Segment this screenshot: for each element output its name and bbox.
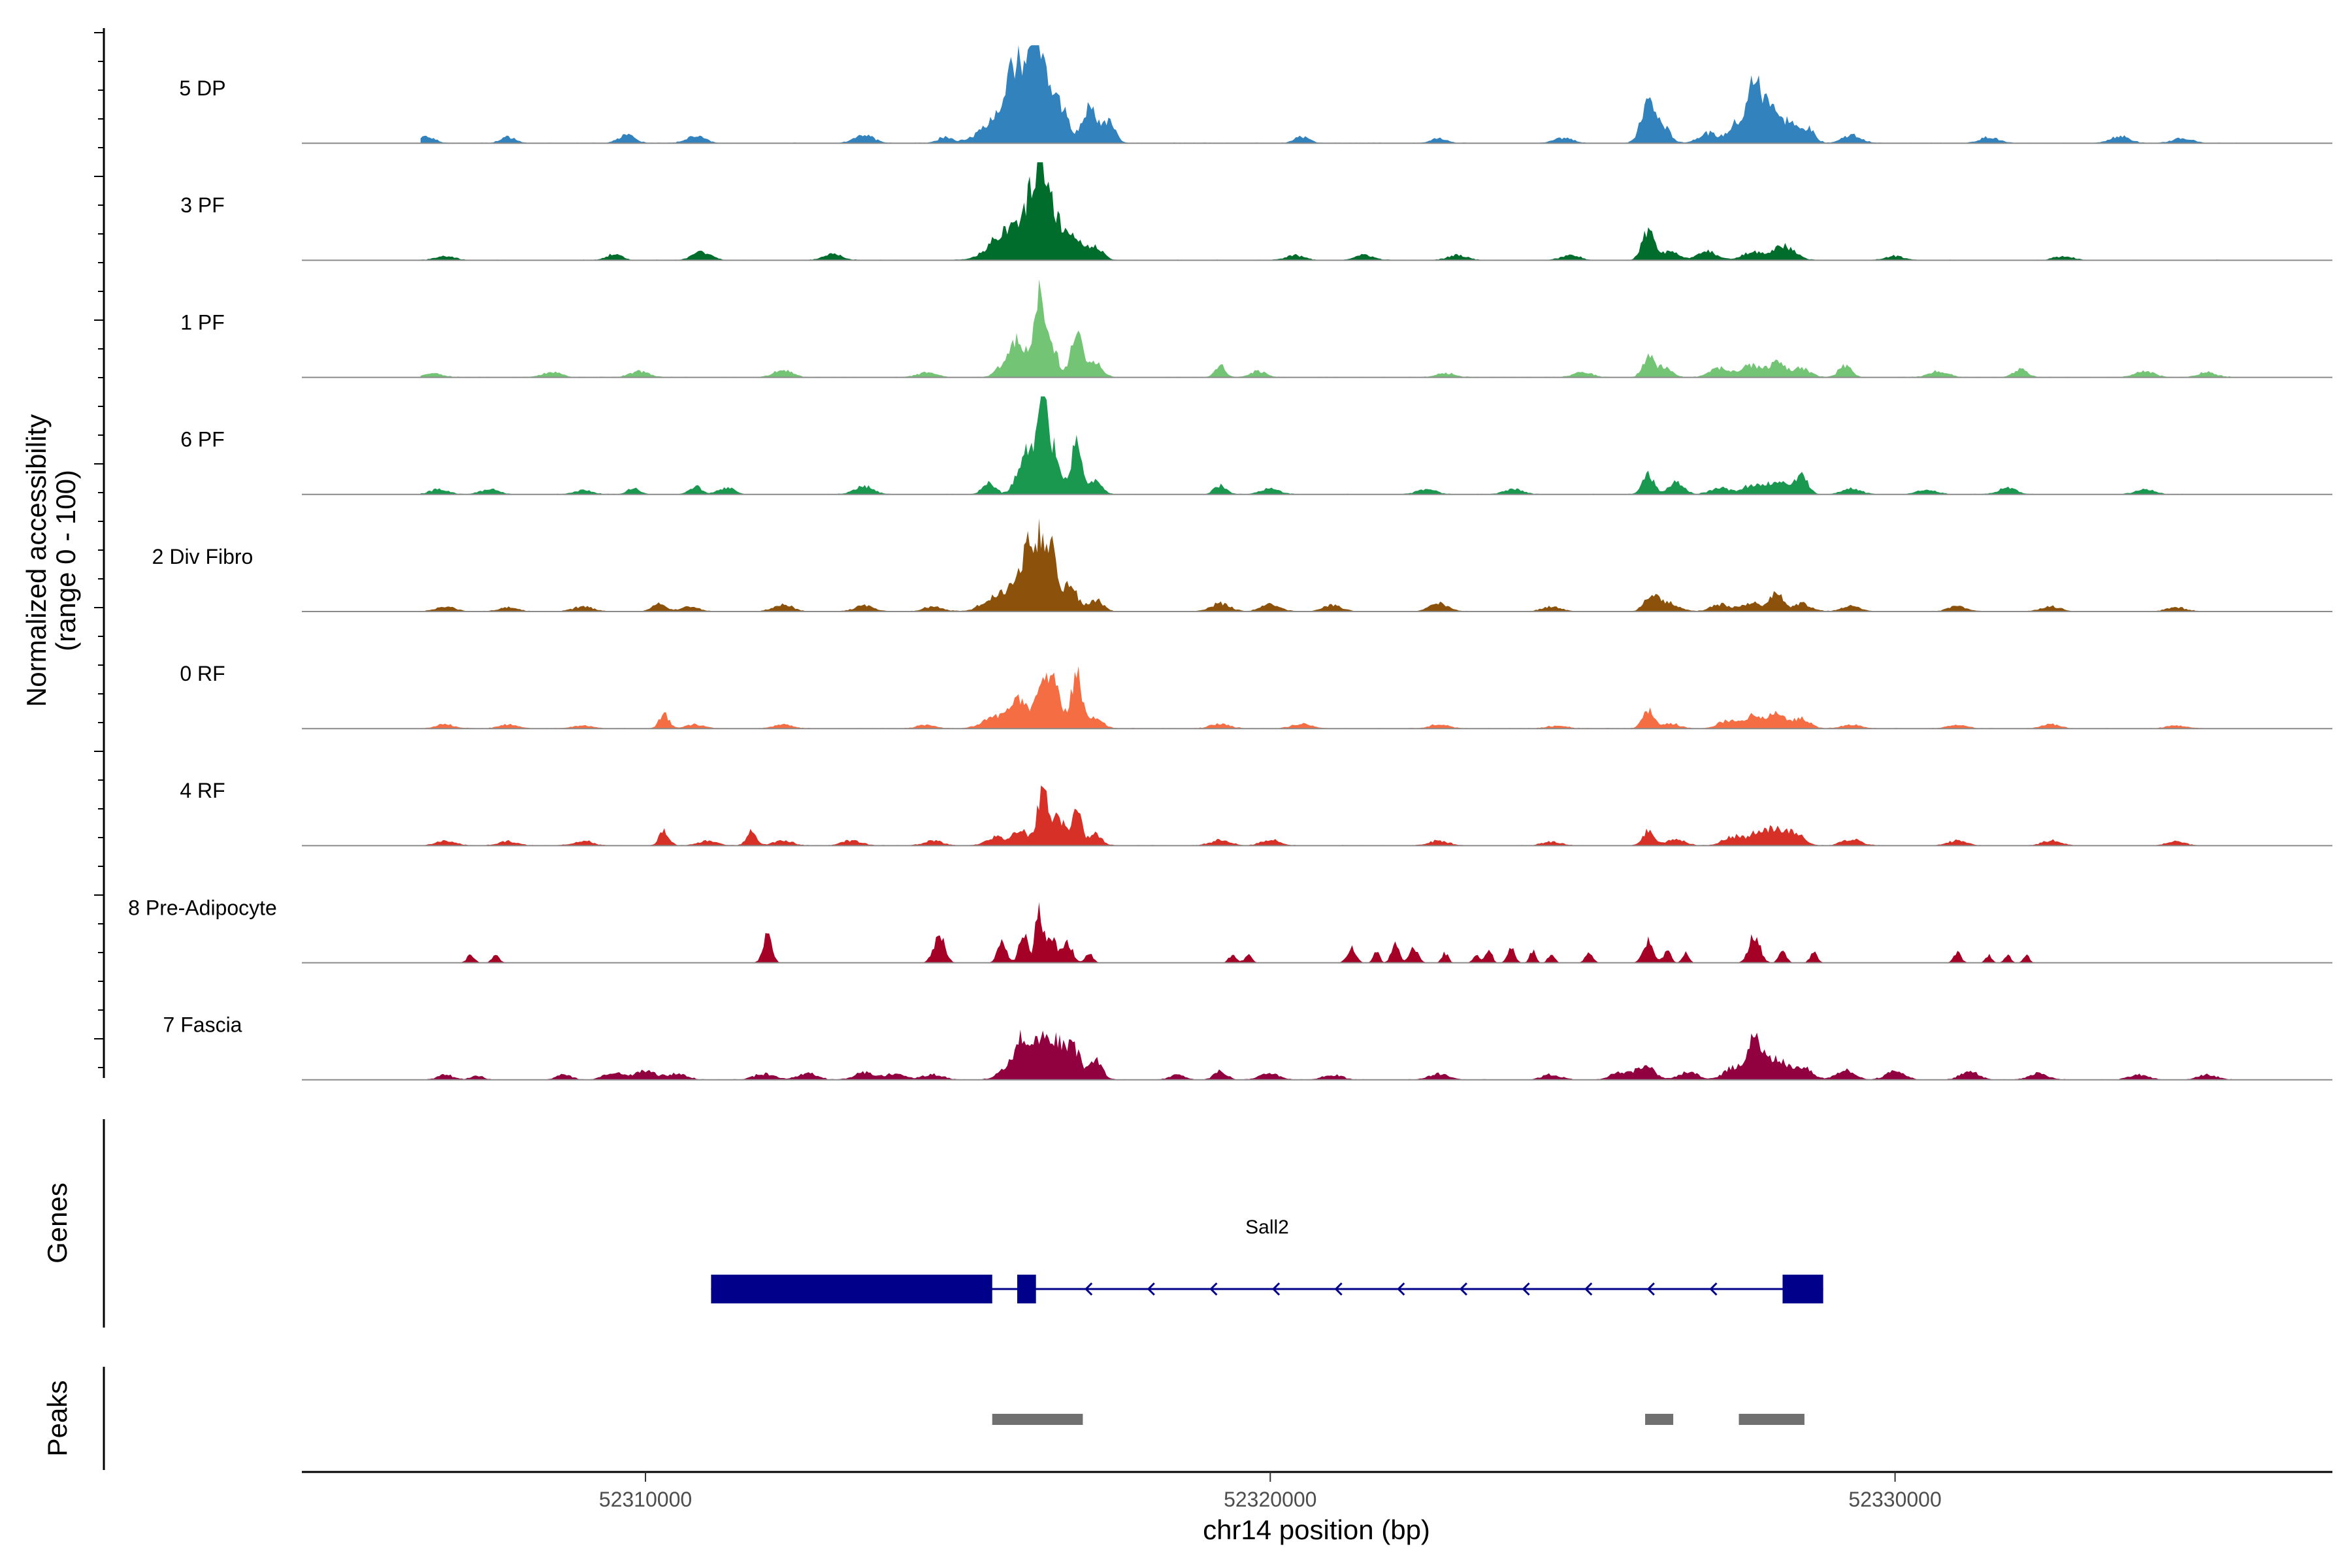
track-signal [420,785,2246,846]
x-axis-title: chr14 position (bp) [1203,1514,1430,1545]
x-tick-label: 52320000 [1224,1488,1316,1511]
track-3: 1 PF [180,279,2332,378]
peaks-track [992,1414,1805,1425]
x-axis-ticks: 52310000 52320000 52330000 [599,1472,1942,1511]
y-axis-title-line2: (range 0 - 100) [50,470,81,651]
track-signal [420,162,2246,261]
peaks-panel-label: Peaks [42,1380,73,1457]
track-label: 3 PF [180,193,225,217]
gene-name-label: Sall2 [1245,1217,1289,1238]
track-2: 3 PF [180,162,2332,261]
strand-arrow [1522,1282,1530,1296]
gene-exon [1017,1275,1036,1303]
track-signal [420,518,2246,612]
strand-arrow [1459,1282,1468,1296]
gene-exon [711,1275,992,1303]
peak-region [1645,1414,1674,1425]
strand-arrow [1271,1282,1281,1296]
genes-panel-label: Genes [42,1183,73,1264]
track-signal [420,902,2246,963]
track-label: 7 Fascia [163,1013,242,1037]
track-4: 6 PF [180,396,2332,495]
track-signal [420,396,2246,495]
strand-arrow [1147,1282,1155,1296]
strand-arrow [1709,1282,1718,1296]
track-9: 7 Fascia [163,1013,2332,1081]
strand-arrow [1397,1282,1405,1296]
gene-exon [1782,1275,1823,1303]
x-tick-label: 52330000 [1848,1488,1941,1511]
track-label: 2 Div Fibro [152,545,253,568]
track-signal [420,666,2246,729]
x-tick-label: 52310000 [599,1488,692,1511]
coverage-tracks: 5 DP 3 PF 1 PF 6 PF 2 Div Fibro 0 RF 4 RF 8 Pre… [128,45,2332,1081]
y-axis-title-line1: Normalized accessibility [21,414,52,707]
track-1: 5 DP [179,45,2332,144]
gene-annotation-track: Sall2 [711,1217,1823,1303]
strand-arrow [1209,1282,1218,1296]
track-6: 0 RF [180,662,2332,730]
strand-arrow [1334,1282,1343,1296]
track-label: 5 DP [179,76,225,100]
track-5: 2 Div Fibro [152,518,2332,612]
track-signal [420,45,2246,144]
track-signal [420,279,2246,378]
track-label: 6 PF [180,428,225,451]
strand-arrow [1584,1282,1593,1296]
track-label: 1 PF [180,310,225,334]
strand-arrow [1646,1282,1655,1296]
track-8: 8 Pre-Adipocyte [128,896,2332,964]
strand-arrow [1085,1282,1093,1296]
track-7: 4 RF [180,779,2332,847]
coverage-y-axis-ticks [94,32,104,1068]
track-label: 4 RF [180,779,225,802]
track-label: 8 Pre-Adipocyte [128,896,277,919]
track-label: 0 RF [180,662,225,685]
track-signal [420,1029,2246,1080]
gene-0: Sall2 [711,1217,1823,1303]
peak-region [1739,1414,1805,1425]
peak-region [992,1414,1083,1425]
